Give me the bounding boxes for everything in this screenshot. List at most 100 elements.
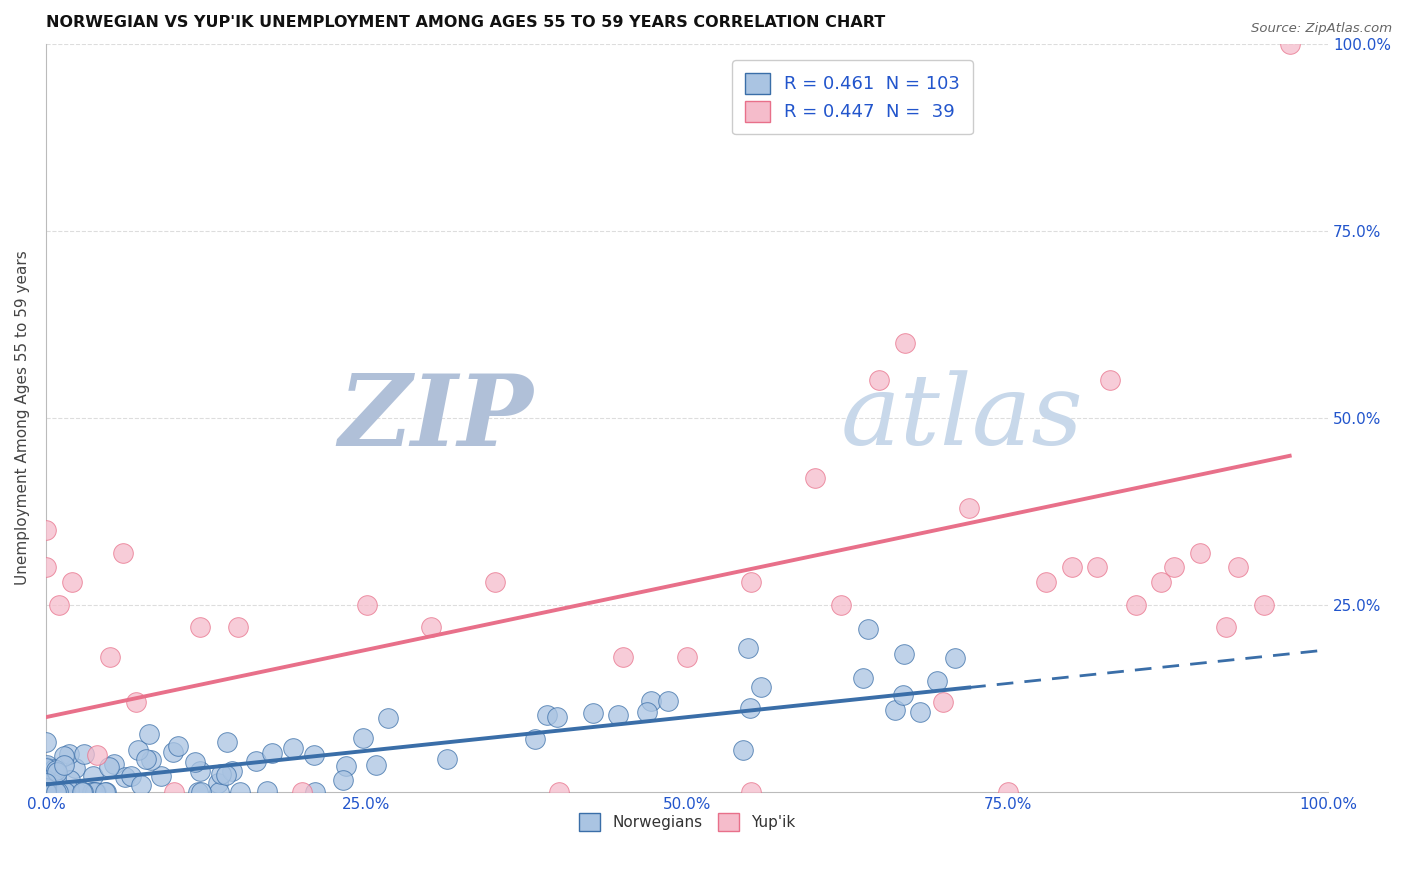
Point: [38, 783, 60, 797]
Point: [103, 756, 125, 771]
Point: [58, 783, 80, 797]
Point: [188, 620, 211, 634]
Point: [84, 785, 107, 799]
Point: [582, 706, 605, 720]
Point: [35, 785, 58, 799]
Point: [35, 785, 58, 799]
Point: [52, 758, 75, 772]
Point: [302, 748, 325, 763]
Point: [58, 747, 80, 761]
Point: [606, 707, 628, 722]
Y-axis label: Unemployment Among Ages 55 to 59 years: Unemployment Among Ages 55 to 59 years: [15, 251, 30, 585]
Point: [1125, 598, 1147, 612]
Point: [893, 689, 915, 703]
Point: [1188, 545, 1211, 559]
Point: [749, 680, 772, 694]
Point: [731, 742, 754, 756]
Point: [45, 763, 67, 777]
Point: [139, 753, 162, 767]
Point: [163, 785, 186, 799]
Point: [1227, 560, 1250, 574]
Point: [35, 782, 58, 797]
Point: [184, 755, 207, 769]
Point: [830, 598, 852, 612]
Point: [48, 598, 70, 612]
Point: [356, 598, 378, 612]
Point: [125, 695, 148, 709]
Point: [35, 778, 58, 792]
Point: [1035, 575, 1057, 590]
Point: [256, 784, 278, 798]
Point: [1278, 37, 1301, 51]
Point: [997, 785, 1019, 799]
Point: [932, 695, 955, 709]
Point: [82, 785, 104, 799]
Point: [536, 708, 558, 723]
Point: [740, 701, 762, 715]
Point: [676, 650, 699, 665]
Point: [893, 647, 915, 661]
Legend: Norwegians, Yup'ik: Norwegians, Yup'ik: [572, 807, 801, 837]
Point: [149, 769, 172, 783]
Point: [41, 777, 63, 791]
Point: [214, 768, 236, 782]
Point: [80, 785, 103, 799]
Point: [35, 776, 58, 790]
Point: [44, 780, 66, 794]
Point: [1163, 560, 1185, 574]
Point: [166, 739, 188, 753]
Point: [98, 650, 121, 665]
Point: [66, 785, 89, 799]
Point: [35, 761, 58, 775]
Text: Source: ZipAtlas.com: Source: ZipAtlas.com: [1251, 22, 1392, 36]
Point: [94, 785, 117, 799]
Point: [1099, 373, 1122, 387]
Point: [190, 785, 212, 799]
Point: [304, 785, 326, 799]
Point: [35, 760, 58, 774]
Point: [291, 785, 314, 799]
Point: [98, 759, 121, 773]
Point: [188, 764, 211, 779]
Text: ZIP: ZIP: [339, 369, 533, 466]
Point: [59, 773, 82, 788]
Point: [546, 710, 568, 724]
Point: [524, 732, 547, 747]
Point: [281, 741, 304, 756]
Point: [377, 711, 399, 725]
Point: [37, 785, 59, 799]
Point: [120, 769, 142, 783]
Point: [1253, 598, 1275, 612]
Point: [70, 785, 93, 799]
Point: [640, 694, 662, 708]
Point: [73, 747, 96, 761]
Point: [436, 752, 458, 766]
Point: [53, 785, 76, 799]
Point: [187, 785, 209, 799]
Point: [35, 560, 58, 574]
Point: [35, 785, 58, 799]
Point: [35, 781, 58, 796]
Point: [894, 336, 917, 351]
Point: [82, 769, 104, 783]
Point: [221, 764, 243, 778]
Point: [740, 575, 762, 590]
Point: [1085, 560, 1108, 574]
Point: [60, 575, 83, 590]
Point: [44, 784, 66, 798]
Point: [35, 735, 58, 749]
Point: [215, 734, 238, 748]
Point: [86, 747, 108, 762]
Point: [612, 650, 634, 665]
Text: NORWEGIAN VS YUP'IK UNEMPLOYMENT AMONG AGES 55 TO 59 YEARS CORRELATION CHART: NORWEGIAN VS YUP'IK UNEMPLOYMENT AMONG A…: [46, 15, 886, 30]
Point: [46, 785, 69, 799]
Point: [35, 523, 58, 537]
Point: [352, 731, 374, 746]
Point: [332, 772, 354, 787]
Point: [419, 620, 441, 634]
Point: [38, 778, 60, 792]
Point: [657, 694, 679, 708]
Point: [262, 746, 284, 760]
Point: [943, 651, 966, 665]
Point: [856, 623, 879, 637]
